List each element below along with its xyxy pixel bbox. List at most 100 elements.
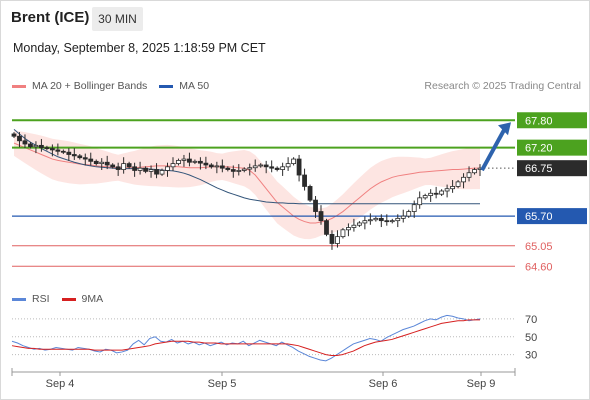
level-tag-64-60: 64.60 — [525, 261, 553, 273]
candle-body — [285, 163, 291, 168]
candle-body — [154, 169, 159, 175]
candle-body — [335, 236, 340, 244]
legend-item-bollinger: MA 20 + Bollinger Bands — [12, 80, 147, 92]
candle-body — [274, 167, 280, 170]
candle-body — [60, 150, 66, 153]
legend-item-ma50: MA 50 — [159, 80, 209, 92]
candle-body — [22, 140, 28, 145]
level-tag-65-05: 65.05 — [525, 241, 553, 253]
candle-body — [367, 219, 373, 222]
candle-body — [466, 172, 472, 178]
candle-body — [472, 169, 477, 174]
candle-body — [214, 165, 220, 168]
legend-item-rsi-ma: 9MA — [61, 293, 103, 305]
level-label: 67.20 — [525, 143, 553, 155]
candle-body — [280, 166, 286, 170]
candle-body — [291, 158, 297, 165]
candle-body — [170, 163, 176, 168]
candle-body — [208, 164, 214, 168]
candle-body — [296, 158, 302, 176]
candle-body — [406, 211, 412, 217]
candle-body — [433, 192, 439, 195]
candle-body — [77, 155, 83, 159]
candle-body — [417, 197, 423, 206]
timestamp-text: Monday, September 8, 2025 1:18:59 PM CET — [13, 41, 266, 55]
level-label: 66.75 — [525, 163, 553, 175]
rsi-ma-line — [11, 319, 480, 357]
level-label: 65.05 — [525, 241, 553, 253]
rsi-tick-label: 70 — [525, 314, 537, 326]
candle-body — [324, 220, 329, 235]
projection-arrow-line — [480, 127, 507, 172]
candle-body — [389, 220, 395, 223]
candle-body — [373, 217, 379, 221]
rsi-swatch-icon — [12, 297, 26, 301]
candle-body — [88, 158, 94, 162]
candle-body — [121, 163, 127, 170]
level-tag-66-75: 66.75 — [517, 160, 587, 177]
x-axis-label: Sep 9 — [467, 378, 496, 390]
candle-body — [302, 174, 307, 187]
candle-body — [93, 160, 99, 165]
candle-body — [439, 190, 445, 195]
candle-body — [340, 229, 346, 238]
candle-body — [384, 220, 390, 223]
ma50-swatch-icon — [159, 84, 174, 88]
bollinger-band-area — [14, 130, 480, 240]
candle-body — [137, 167, 143, 171]
candle-body — [165, 166, 170, 171]
candle-body — [241, 168, 247, 171]
candle-body — [455, 181, 461, 187]
level-tag-box — [517, 112, 587, 129]
level-tag-67-80: 67.80 — [517, 112, 587, 129]
level-tag-65-70: 65.70 — [517, 208, 587, 225]
candle-body — [230, 169, 236, 172]
candle-body — [307, 186, 313, 201]
ma20-line — [13, 142, 480, 224]
rsi-line — [11, 314, 481, 362]
candle-body — [187, 158, 192, 163]
candle-body — [104, 161, 110, 166]
candle-body — [428, 192, 434, 196]
level-label: 65.70 — [525, 211, 553, 223]
candle-body — [82, 157, 88, 160]
candle-body — [247, 167, 253, 170]
timeframe-button[interactable]: 30 MIN — [92, 7, 143, 31]
rsi-ma-swatch-icon — [61, 297, 76, 301]
level-tag-67-20: 67.20 — [517, 139, 587, 156]
candle-body — [422, 195, 428, 199]
candle-body — [444, 188, 450, 192]
candle-body — [39, 144, 44, 149]
candle-body — [181, 158, 187, 161]
candle-body — [258, 164, 264, 167]
candle-body — [99, 161, 105, 165]
x-axis-label: Sep 6 — [369, 378, 398, 390]
legend-bollinger-label: MA 20 + Bollinger Bands — [32, 80, 148, 92]
candle-body — [143, 167, 148, 172]
candle-body — [313, 199, 318, 212]
level-tag-box — [517, 160, 587, 177]
candle-body — [126, 163, 132, 168]
candle-body — [44, 147, 50, 150]
bollinger-swatch-icon — [12, 84, 26, 88]
candle-body — [225, 167, 231, 170]
candle-body — [395, 217, 401, 222]
candle-body — [55, 149, 61, 152]
price-legend: MA 20 + Bollinger Bands MA 50 — [12, 80, 221, 92]
candle-body — [148, 169, 154, 172]
candle-body — [450, 186, 455, 190]
x-axis-label: Sep 5 — [208, 378, 237, 390]
candle-body — [329, 233, 335, 244]
rsi-tick-label: 30 — [525, 350, 537, 362]
candle-body — [71, 154, 77, 157]
x-axis-label: Sep 4 — [46, 378, 75, 390]
rsi-tick-label: 50 — [525, 332, 537, 344]
candle-body — [115, 166, 121, 170]
candle-body — [263, 164, 269, 168]
candle-body — [400, 215, 406, 219]
candle-body — [318, 211, 324, 222]
candle-body — [346, 227, 351, 231]
candle-body — [11, 133, 17, 137]
candle-body — [252, 165, 258, 169]
